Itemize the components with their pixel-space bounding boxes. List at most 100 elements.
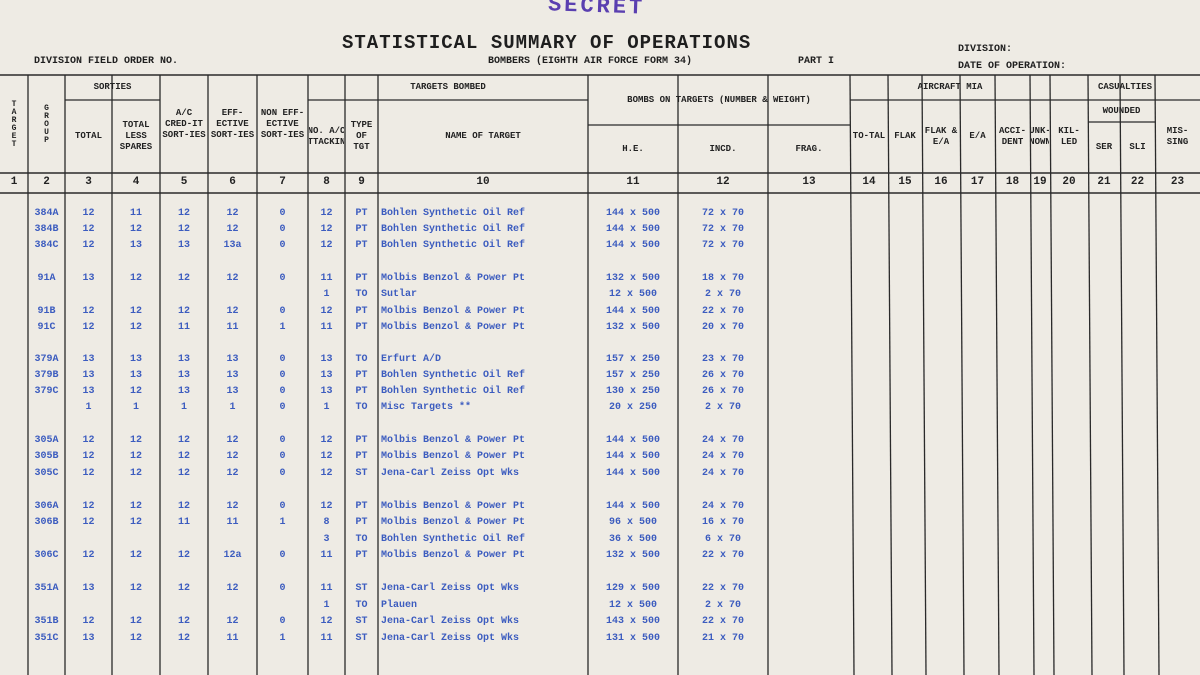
- cell-target: Molbis Benzol & Power Pt: [381, 451, 526, 462]
- cell-incd: 6 x 70: [704, 534, 741, 545]
- cell-type: TO: [355, 402, 368, 413]
- column-number: 7: [279, 176, 286, 188]
- cell-total: 1: [85, 402, 92, 413]
- column-header: NAME OF TARGET: [445, 131, 521, 141]
- column-number: 4: [132, 176, 140, 188]
- cell-he: 144 x 500: [605, 224, 660, 235]
- cell-incd: 72 x 70: [701, 240, 744, 251]
- cell-incd: 21 x 70: [701, 633, 744, 644]
- cell-he: 36 x 500: [608, 534, 657, 545]
- cell-non-effective: 0: [279, 583, 286, 594]
- cell-target: Molbis Benzol & Power Pt: [381, 435, 526, 446]
- cell-attacking: 12: [320, 501, 333, 512]
- cell-effective: 12: [226, 451, 239, 462]
- column-header: NO. A/C ATTACKING: [309, 125, 344, 147]
- cell-he: 144 x 500: [605, 306, 660, 317]
- column-header: H.E.: [622, 143, 644, 154]
- cell-attacking: 12: [320, 208, 333, 219]
- cell-type: PT: [355, 370, 368, 381]
- cell-he: 143 x 500: [605, 616, 660, 627]
- cell-non-effective: 1: [279, 633, 286, 644]
- column-number: 8: [323, 176, 330, 188]
- cell-he: 96 x 500: [608, 517, 657, 528]
- cell-non-effective: 0: [279, 550, 286, 561]
- cell-he: 144 x 500: [605, 501, 660, 512]
- division: DIVISION:: [958, 44, 1013, 55]
- cell-group: 351B: [34, 616, 59, 627]
- cell-type: PT: [355, 386, 368, 397]
- cell-non-effective: 0: [279, 306, 286, 317]
- cell-type: TO: [355, 354, 368, 365]
- column-number: 14: [862, 176, 876, 188]
- cell-less-spares: 12: [129, 633, 142, 644]
- cell-attacking: 11: [320, 583, 333, 594]
- cell-attacking: 11: [320, 550, 333, 561]
- cell-non-effective: 0: [279, 273, 286, 284]
- cell-target: Sutlar: [381, 289, 418, 300]
- cell-incd: 22 x 70: [701, 616, 744, 627]
- cell-less-spares: 12: [129, 501, 142, 512]
- cell-credit: 12: [177, 451, 190, 462]
- cell-group: 305A: [34, 435, 59, 446]
- column-header: GROUP: [42, 104, 51, 144]
- cell-less-spares: 1: [132, 402, 139, 413]
- column-number: 12: [716, 176, 730, 188]
- cell-group: 91C: [37, 322, 56, 333]
- cell-attacking: 12: [320, 468, 333, 479]
- cell-target: Bohlen Synthetic Oil Ref: [381, 208, 526, 219]
- column-header: E/A: [969, 131, 986, 141]
- rule: [959, 74, 965, 675]
- cell-target: Molbis Benzol & Power Pt: [381, 501, 526, 512]
- cell-type: PT: [355, 435, 368, 446]
- column-header: A/C CRED-IT SORT-IES: [162, 107, 206, 140]
- cell-credit: 12: [177, 550, 190, 561]
- column-number: 13: [802, 176, 816, 188]
- column-header: SER: [1095, 142, 1113, 152]
- cell-attacking: 12: [320, 616, 333, 627]
- cell-total: 12: [82, 501, 95, 512]
- form-name: BOMBERS (EIGHTH AIR FORCE FORM 34): [488, 56, 693, 67]
- cell-non-effective: 1: [279, 322, 286, 333]
- cell-type: PT: [355, 501, 368, 512]
- cell-he: 144 x 500: [605, 435, 660, 446]
- cell-credit: 1: [180, 402, 187, 413]
- column-number: 22: [1130, 176, 1145, 188]
- cell-credit: 12: [177, 435, 190, 446]
- cell-incd: 26 x 70: [701, 386, 744, 397]
- cell-attacking: 11: [320, 633, 333, 644]
- cell-incd: 20 x 70: [701, 322, 744, 333]
- column-header: INCD.: [709, 143, 737, 154]
- cell-effective: 12: [226, 224, 239, 235]
- cell-non-effective: 0: [279, 435, 286, 446]
- cell-target: Molbis Benzol & Power Pt: [381, 322, 526, 333]
- cell-group: 306C: [34, 550, 59, 561]
- cell-target: Molbis Benzol & Power Pt: [381, 306, 526, 317]
- cell-non-effective: 0: [279, 208, 286, 219]
- cell-attacking: 11: [320, 273, 333, 284]
- cell-credit: 11: [177, 322, 190, 333]
- group-header: WOUNDED: [1102, 105, 1141, 116]
- cell-effective: 1: [229, 402, 236, 413]
- cell-non-effective: 1: [279, 517, 286, 528]
- cell-he: 144 x 500: [605, 208, 660, 219]
- column-header: FLAK & E/A: [924, 125, 958, 147]
- cell-attacking: 1: [323, 600, 330, 611]
- column-number: 2: [43, 176, 50, 188]
- cell-group: 384A: [34, 208, 59, 219]
- cell-attacking: 3: [323, 534, 330, 545]
- column-header: TARGET: [9, 100, 19, 148]
- column-number: 23: [1170, 176, 1185, 188]
- cell-target: Bohlen Synthetic Oil Ref: [381, 224, 526, 235]
- cell-he: 130 x 250: [605, 386, 660, 397]
- column-header: FLAK: [894, 131, 916, 141]
- cell-total: 13: [82, 273, 95, 284]
- title: STATISTICAL SUMMARY OF OPERATIONS: [342, 32, 752, 54]
- cell-type: PT: [355, 273, 368, 284]
- cell-less-spares: 13: [129, 370, 142, 381]
- cell-total: 12: [82, 240, 95, 251]
- cell-credit: 12: [177, 306, 190, 317]
- cell-incd: 22 x 70: [701, 550, 744, 561]
- cell-effective: 12: [226, 583, 239, 594]
- cell-less-spares: 12: [129, 616, 142, 627]
- column-number: 3: [85, 176, 92, 188]
